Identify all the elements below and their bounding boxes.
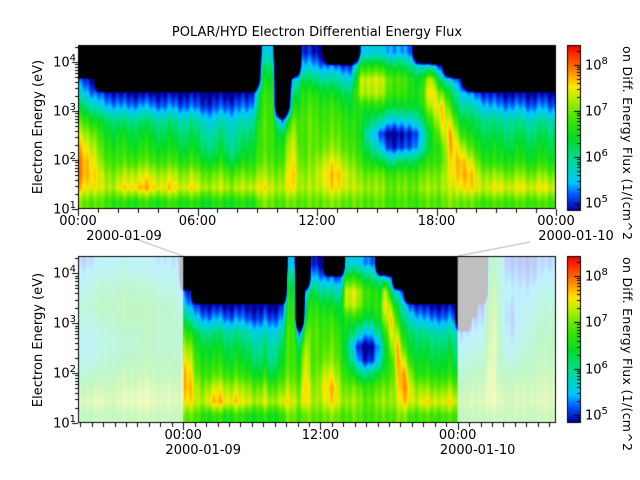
colorbar-tick-label: 107 <box>585 101 608 120</box>
x-tick-label: 06:00 <box>178 214 217 229</box>
date-label: 2000-01-09 <box>165 443 241 458</box>
date-label: 2000-01-10 <box>439 443 516 458</box>
y-tick-label: 101 <box>53 414 76 432</box>
colorbar-tick-label: 105 <box>585 406 608 424</box>
y-tick-label: 104 <box>53 264 76 282</box>
colorbar-tick-label: 105 <box>585 194 608 212</box>
colorbar-tick-label: 108 <box>585 55 608 74</box>
x-tick-label: 18:00 <box>417 214 456 229</box>
colorbar-tick-label: 107 <box>585 313 608 331</box>
y-tick-label: 101 <box>53 200 76 218</box>
colorbar-tick-label: 108 <box>585 266 608 285</box>
x-tick-label: 00:00 <box>59 214 97 229</box>
y-tick-label: 104 <box>53 53 76 71</box>
x-tick-label: 00:00 <box>537 214 575 229</box>
y-axis-label-top: Electron Energy (eV) <box>31 59 46 195</box>
colorbar-label-top: on Diff. Energy Flux (1/(cm^2 <box>620 46 635 241</box>
date-label: 2000-01-09 <box>86 229 162 244</box>
date-label: 2000-01-10 <box>538 229 614 244</box>
y-axis-label-bottom: Electron Energy (eV) <box>31 272 46 408</box>
colorbar-tick-label: 106 <box>585 359 608 378</box>
colorbar-label-bottom: on Diff. Energy Flux (1/(cm^2 <box>620 257 635 452</box>
y-tick-label: 103 <box>53 102 76 120</box>
y-tick-label: 102 <box>53 151 76 169</box>
plot-title: POLAR/HYD Electron Differential Energy F… <box>171 25 463 40</box>
x-tick-label: 12:00 <box>301 428 340 443</box>
y-tick-label: 103 <box>53 314 76 332</box>
colorbar-tick-label: 106 <box>585 148 608 166</box>
y-tick-label: 102 <box>53 364 76 382</box>
x-tick-label: 12:00 <box>298 214 336 229</box>
x-tick-label: 00:00 <box>438 428 477 443</box>
x-tick-label: 00:00 <box>164 428 202 443</box>
